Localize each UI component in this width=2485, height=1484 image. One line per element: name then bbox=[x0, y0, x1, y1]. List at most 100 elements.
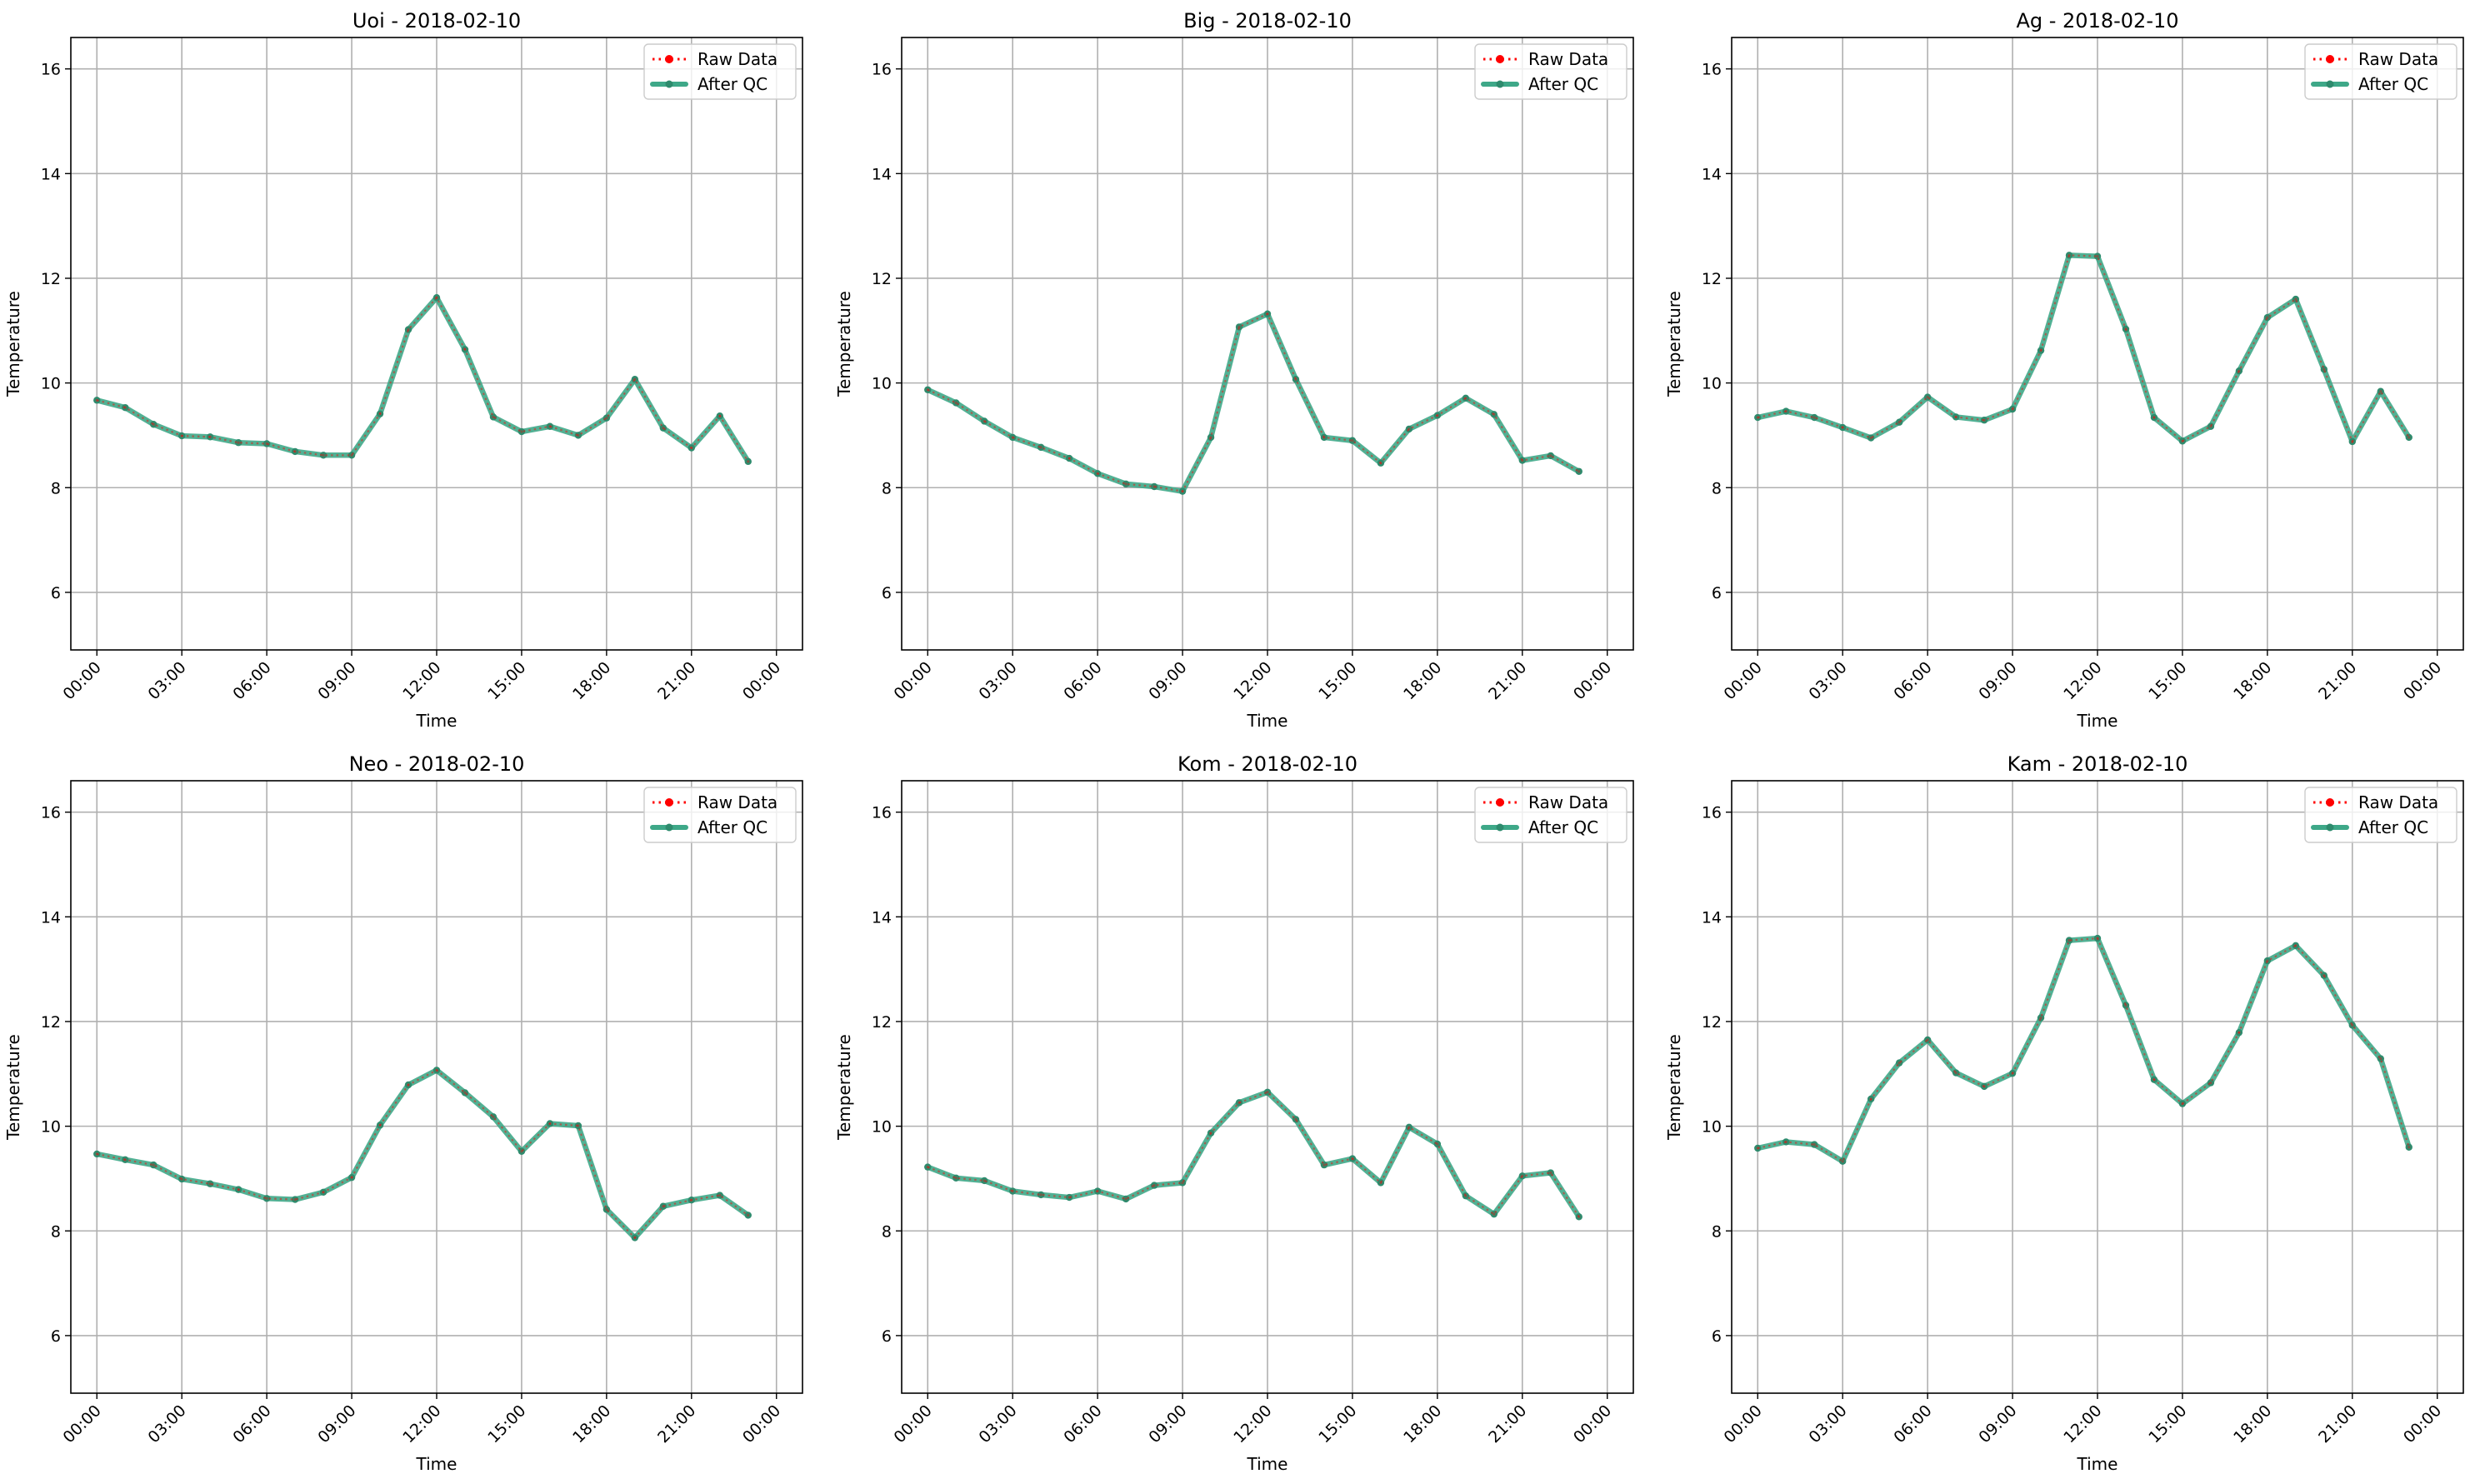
x-tick-label: 03:00 bbox=[144, 1402, 189, 1447]
after-qc-point bbox=[2320, 972, 2328, 979]
y-tick-label: 12 bbox=[41, 270, 61, 288]
after-qc-point bbox=[716, 1192, 723, 1199]
y-tick-label: 12 bbox=[872, 270, 892, 288]
raw-data-point bbox=[1152, 485, 1156, 488]
x-tick-label: 12:00 bbox=[2060, 658, 2105, 703]
after-qc-point bbox=[234, 1186, 242, 1193]
raw-data-point bbox=[2294, 297, 2298, 301]
raw-data-point bbox=[2039, 349, 2042, 352]
after-qc-point bbox=[1867, 1095, 1875, 1103]
raw-data-point bbox=[662, 1205, 665, 1208]
y-axis-label: Temperature bbox=[834, 1034, 854, 1141]
after-qc-point bbox=[2207, 422, 2215, 430]
after-qc-line bbox=[1755, 935, 2412, 1164]
y-tick-label: 6 bbox=[51, 1327, 61, 1346]
after-qc-point bbox=[432, 294, 441, 302]
after-qc-point bbox=[206, 1180, 214, 1187]
grid-lines bbox=[71, 781, 802, 1393]
raw-data-point bbox=[1841, 1160, 1844, 1163]
y-tick-label: 8 bbox=[882, 1222, 892, 1241]
after-qc-point bbox=[1122, 480, 1130, 488]
raw-data-point bbox=[747, 1213, 750, 1217]
legend: Raw Data After QC bbox=[643, 787, 797, 843]
legend-label-qc: After QC bbox=[698, 74, 768, 94]
raw-data-point bbox=[747, 460, 750, 463]
raw-data-point bbox=[378, 412, 382, 416]
legend: Raw Data After QC bbox=[1474, 787, 1628, 843]
legend-raw-marker bbox=[665, 798, 673, 807]
y-axis-label: Temperature bbox=[1664, 291, 1684, 397]
after-qc-point bbox=[981, 1177, 988, 1185]
after-qc-point bbox=[1292, 1116, 1300, 1123]
after-qc-point bbox=[1575, 467, 1582, 475]
x-tick-label: 15:00 bbox=[484, 1402, 529, 1447]
y-tick-label: 10 bbox=[872, 375, 892, 393]
y-tick-label: 16 bbox=[872, 804, 892, 822]
series-after-qc bbox=[924, 1088, 1582, 1221]
y-tick-label: 10 bbox=[1702, 375, 1722, 393]
after-qc-point bbox=[1433, 412, 1442, 419]
after-qc-point bbox=[1980, 1082, 1988, 1091]
y-axis-ticks: 6 8 10 12 14 16 bbox=[872, 61, 902, 602]
raw-data-line bbox=[1758, 937, 2410, 1163]
raw-data-point bbox=[1351, 1157, 1354, 1161]
after-qc-point bbox=[602, 414, 611, 422]
y-tick-label: 16 bbox=[1702, 61, 1722, 79]
axes-frame bbox=[70, 780, 803, 1394]
raw-data-point bbox=[1869, 1097, 1872, 1101]
raw-data-point bbox=[2238, 1031, 2241, 1034]
after-qc-point bbox=[2178, 437, 2187, 445]
after-qc-point bbox=[1235, 323, 1243, 331]
after-qc-point bbox=[2008, 405, 2017, 413]
raw-data-point bbox=[265, 1197, 268, 1200]
after-qc-point bbox=[1065, 454, 1073, 462]
x-axis-ticks: 00:00 03:00 06:00 09:00 12:00 15:00 18:00 21:00… bbox=[60, 650, 784, 703]
subplot-grid: 00:00 03:00 06:00 09:00 12:00 15:00 18:00 21:00… bbox=[3, 9, 2464, 1474]
after-qc-point bbox=[1895, 418, 1903, 426]
raw-data-point bbox=[954, 1177, 958, 1180]
raw-data-point bbox=[1068, 457, 1071, 460]
raw-data-point bbox=[1408, 1126, 1411, 1129]
raw-data-line bbox=[96, 296, 749, 462]
after-qc-point bbox=[2377, 387, 2384, 395]
raw-data-point bbox=[2152, 1078, 2156, 1082]
subplot-panel: 00:00 03:00 06:00 09:00 12:00 15:00 18:00 21:00… bbox=[834, 9, 1634, 731]
raw-data-point bbox=[2266, 316, 2269, 319]
x-tick-label: 06:00 bbox=[1060, 658, 1105, 703]
raw-data-point bbox=[378, 1123, 382, 1127]
y-tick-label: 14 bbox=[41, 165, 61, 183]
after-qc-point bbox=[924, 386, 932, 393]
x-tick-label: 06:00 bbox=[229, 1402, 274, 1447]
after-qc-point bbox=[952, 1174, 960, 1182]
y-tick-label: 14 bbox=[872, 165, 892, 183]
x-tick-label: 06:00 bbox=[1060, 1402, 1105, 1447]
x-tick-label: 06:00 bbox=[229, 658, 274, 703]
series-raw-data bbox=[1756, 253, 2411, 444]
raw-data-point bbox=[1464, 1194, 1468, 1197]
y-tick-label: 8 bbox=[51, 479, 61, 497]
x-tick-label: 21:00 bbox=[2315, 1402, 2360, 1447]
y-tick-label: 16 bbox=[41, 61, 61, 79]
after-qc-point bbox=[1348, 437, 1357, 444]
after-qc-point bbox=[1405, 1123, 1413, 1132]
x-tick-label: 15:00 bbox=[2145, 1402, 2190, 1447]
after-qc-point bbox=[1811, 1141, 1818, 1148]
raw-data-point bbox=[1294, 1117, 1298, 1122]
after-qc-point bbox=[2263, 957, 2272, 965]
raw-data-point bbox=[1982, 418, 1986, 422]
after-qc-point bbox=[122, 1156, 129, 1164]
after-qc-point bbox=[178, 432, 186, 440]
raw-data-point bbox=[1266, 312, 1269, 316]
after-qc-point bbox=[1754, 413, 1762, 422]
panel-title: Kam - 2018-02-10 bbox=[2008, 752, 2188, 776]
x-tick-label: 00:00 bbox=[60, 1402, 105, 1447]
after-qc-point bbox=[1838, 423, 1847, 432]
after-qc-point bbox=[1263, 1088, 1272, 1096]
after-qc-point bbox=[1490, 1210, 1498, 1218]
legend-label-raw: Raw Data bbox=[698, 49, 778, 69]
raw-data-point bbox=[2322, 974, 2326, 977]
after-qc-point bbox=[1320, 433, 1328, 442]
raw-data-point bbox=[633, 1236, 637, 1240]
x-tick-label: 21:00 bbox=[1485, 658, 1530, 703]
raw-data-point bbox=[152, 422, 155, 426]
